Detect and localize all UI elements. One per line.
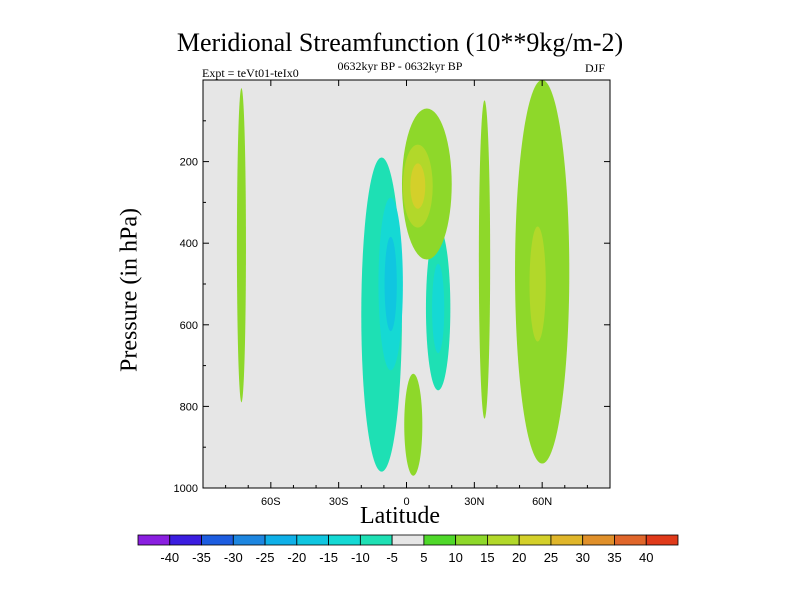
colorbar-label: 5: [420, 550, 427, 565]
colorbar-swatch: [201, 534, 234, 546]
colorbar-swatch: [423, 534, 457, 546]
colorbar-label: 25: [544, 550, 558, 565]
colorbar-swatch: [328, 534, 361, 546]
y-tick-label: 1000: [174, 483, 198, 495]
colorbar-swatch: [391, 534, 425, 546]
colorbar-swatch: [614, 534, 647, 546]
colorbar-swatch: [645, 534, 679, 546]
colorbar-label: 40: [639, 550, 653, 565]
colorbar-label: 30: [575, 550, 589, 565]
colorbar-label: -30: [224, 550, 243, 565]
colorbar-label: -40: [160, 550, 179, 565]
colorbar-swatch: [582, 534, 615, 546]
colorbar-label: 10: [448, 550, 462, 565]
colorbar-swatch: [296, 534, 329, 546]
x-tick-label: 60N: [532, 496, 552, 508]
colorbar-swatch: [518, 534, 552, 546]
colorbar-label: -20: [287, 550, 306, 565]
colorbar-label: 20: [512, 550, 526, 565]
colorbar-label: -15: [319, 550, 338, 565]
streamfunction-region-4-core: [432, 263, 445, 354]
x-tick-label: 30S: [329, 496, 349, 508]
experiment-label: Expt = teVt01-teIx0: [202, 66, 299, 80]
colorbar-label: -10: [351, 550, 370, 565]
x-tick-label: 60S: [261, 496, 281, 508]
chart-title: Meridional Streamfunction (10**9kg/m-2): [176, 28, 624, 57]
colorbar-swatch: [455, 534, 488, 546]
colorbar-swatch: [137, 534, 171, 546]
colorbar-swatch: [487, 534, 520, 546]
streamfunction-region-6: [404, 373, 423, 476]
y-tick-label: 600: [180, 320, 198, 332]
colorbar-label: -25: [256, 550, 275, 565]
season-label: DJF: [585, 61, 606, 75]
x-tick-label: 30N: [464, 496, 484, 508]
colorbar-label: -35: [192, 550, 211, 565]
colorbar-swatch: [264, 534, 298, 546]
streamfunction-region-3-core: [384, 236, 397, 332]
y-axis-label: Pressure (in hPa): [116, 208, 143, 372]
streamfunction-region-1: [236, 88, 246, 403]
streamfunction-region-2: [257, 80, 265, 456]
colorbar-swatch: [232, 534, 266, 546]
y-tick-label: 800: [180, 401, 198, 413]
colorbar-swatch: [359, 534, 393, 546]
streamfunction-region-8-core: [529, 226, 546, 342]
colorbar-swatch: [169, 534, 202, 546]
colorbar-label: 35: [607, 550, 621, 565]
streamfunction-region-7: [478, 100, 491, 419]
chart-subtitle: 0632kyr BP - 0632kyr BP: [337, 59, 463, 73]
colorbar-swatch: [550, 534, 584, 546]
y-tick-label: 200: [180, 157, 198, 169]
streamfunction-region-5-core: [410, 163, 426, 209]
colorbar-label: 15: [480, 550, 494, 565]
colorbar-label: -5: [386, 550, 398, 565]
x-axis-label: Latitude: [360, 503, 440, 529]
x-tick-label: 0: [403, 496, 409, 508]
y-tick-label: 400: [180, 238, 198, 250]
